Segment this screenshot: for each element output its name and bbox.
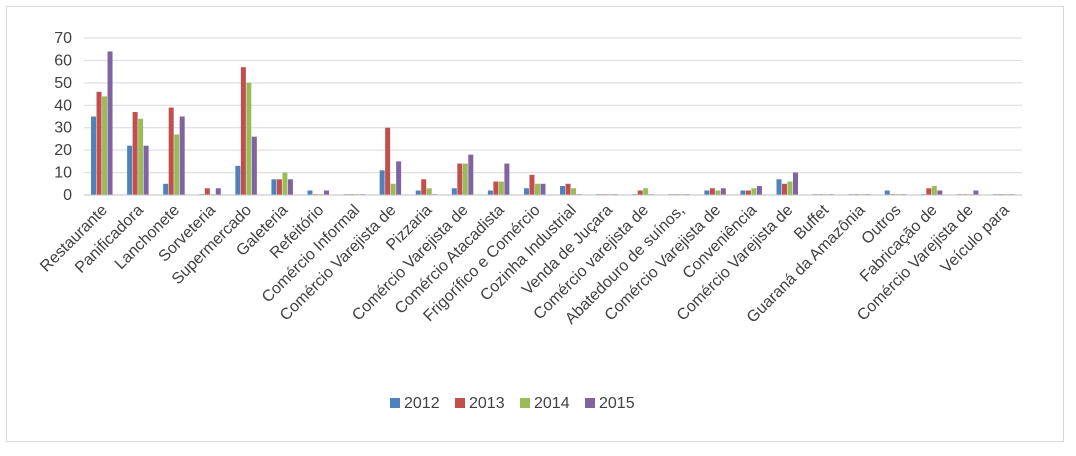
- bar-2014-8: [390, 183, 396, 195]
- bar-2015-5: [287, 179, 293, 195]
- bar-2015-18: [756, 186, 762, 195]
- bar-2012-22: [884, 190, 890, 195]
- bar-2012-11: [487, 190, 493, 195]
- bar-2014-23: [931, 186, 937, 195]
- bar-2012-19: [776, 179, 782, 195]
- bar-2015-10: [468, 154, 474, 195]
- bar-2014-10: [462, 163, 468, 195]
- bar-2015-12: [540, 183, 546, 195]
- bar-2012-5: [271, 179, 277, 195]
- bar-2015-6: [324, 190, 329, 195]
- y-tick-labels: 0 10 20 30 40 50 60 70: [54, 30, 72, 204]
- legend-label-2012: 2012: [404, 395, 440, 412]
- bar-2014-1: [138, 118, 144, 195]
- bar-2012-6: [307, 190, 313, 195]
- bar-2015-0: [107, 51, 113, 196]
- legend-swatch-2015: [585, 398, 595, 408]
- bar-2013-11: [493, 181, 499, 195]
- legend-label-2013: 2013: [469, 395, 505, 412]
- bar-2012-4: [235, 165, 241, 195]
- bar-2014-15: [643, 188, 649, 195]
- bar-2013-2: [168, 107, 174, 195]
- bar-2013-18: [745, 190, 751, 195]
- bar-2015-2: [179, 116, 185, 195]
- category-labels: RestaurantePanificadoraLanchoneteSorvete…: [37, 201, 1013, 327]
- bar-2012-18: [740, 190, 746, 195]
- bar-2013-9: [421, 179, 427, 195]
- y-tick-label-30: 30: [54, 120, 72, 137]
- y-tick-label-0: 0: [63, 187, 72, 204]
- bar-2014-13: [571, 188, 577, 195]
- bar-2015-23: [937, 190, 943, 195]
- bar-2015-19: [793, 172, 798, 195]
- bar-2015-3: [215, 188, 221, 195]
- legend: 2012 2013 2014 2015: [390, 395, 635, 412]
- bar-2013-1: [132, 112, 138, 195]
- y-tick-label-70: 70: [54, 30, 72, 47]
- bar-2014-19: [787, 181, 793, 195]
- bar-2015-8: [396, 161, 402, 195]
- bar-2015-17: [720, 188, 726, 195]
- bar-2015-11: [504, 163, 510, 195]
- bar-2014-12: [534, 183, 540, 195]
- gridlines: [84, 37, 1022, 174]
- bar-2013-3: [204, 188, 210, 195]
- bar-2013-0: [96, 91, 102, 195]
- bar-2015-24: [973, 190, 979, 195]
- chart-frame: [6, 6, 1064, 442]
- bar-2015-4: [251, 136, 257, 195]
- y-tick-label-50: 50: [54, 75, 72, 92]
- bar-2013-13: [565, 183, 571, 195]
- bar-2012-1: [127, 145, 133, 195]
- bar-2013-12: [529, 174, 535, 195]
- bar-2012-17: [704, 190, 710, 195]
- bar-2014-9: [426, 188, 432, 195]
- y-tick-label-20: 20: [54, 142, 72, 159]
- legend-label-2014: 2014: [534, 395, 570, 412]
- bar-2012-12: [523, 188, 529, 195]
- legend-label-2015: 2015: [599, 395, 635, 412]
- y-tick-label-60: 60: [54, 52, 72, 69]
- bar-2012-0: [91, 116, 97, 195]
- bar-2014-0: [102, 96, 108, 195]
- bar-2014-18: [751, 188, 757, 195]
- bar-2013-19: [782, 183, 787, 195]
- bar-2013-23: [926, 188, 932, 195]
- bar-2013-8: [385, 127, 391, 195]
- y-tick-label-40: 40: [54, 97, 72, 114]
- legend-swatch-2014: [520, 398, 530, 408]
- bar-2012-10: [451, 188, 457, 195]
- bar-2013-10: [457, 163, 463, 195]
- bar-2012-13: [560, 186, 566, 195]
- bars: [91, 51, 1015, 196]
- bar-2015-1: [143, 145, 149, 195]
- legend-swatch-2013: [455, 398, 465, 408]
- bar-2014-5: [282, 172, 288, 195]
- bar-2014-11: [498, 181, 504, 195]
- y-tick-label-10: 10: [54, 165, 72, 182]
- bar-2012-9: [415, 190, 421, 195]
- bar-2013-5: [276, 179, 282, 195]
- bar-2013-15: [637, 190, 643, 195]
- bar-2013-17: [709, 188, 715, 195]
- bar-2012-8: [379, 170, 385, 195]
- legend-swatch-2012: [390, 398, 400, 408]
- bar-2012-2: [163, 183, 169, 195]
- bar-2014-17: [715, 190, 721, 195]
- bar-2014-2: [174, 134, 180, 195]
- bar-2014-4: [246, 82, 252, 195]
- bar-2013-4: [240, 67, 246, 195]
